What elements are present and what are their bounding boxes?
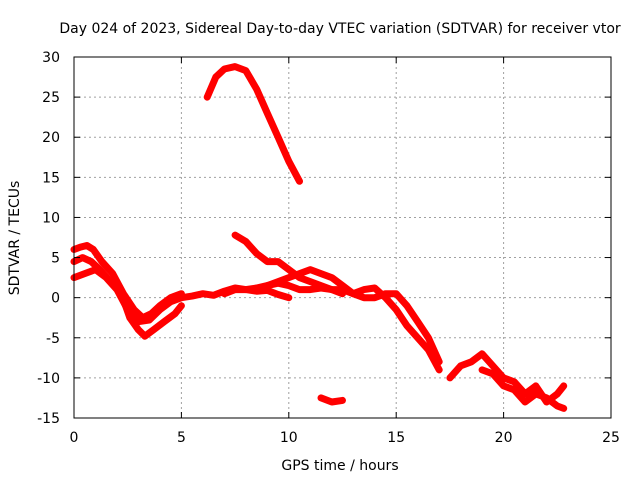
axis-ticks: [73, 56, 612, 419]
series-line-arc-lower-early: [70, 266, 185, 326]
y-axis-title: SDTVAR / TECUs: [7, 181, 23, 296]
x-tick-label: 15: [387, 430, 405, 446]
x-axis-title: GPS time / hours: [281, 458, 398, 474]
y-tick-label: -15: [37, 411, 60, 427]
series-line-arc-mid-b: [220, 279, 443, 374]
x-tick-label: 20: [495, 430, 513, 446]
series-line-arc-isolated: [317, 394, 346, 406]
y-tick-label: 10: [42, 210, 60, 226]
plot-frame: [73, 56, 612, 419]
y-tick-label: 25: [42, 90, 60, 106]
x-tick-labels: 0 5 10 15 20 25: [70, 430, 620, 446]
y-tick-label: 30: [42, 50, 60, 66]
series-line-arc-middle-early: [70, 254, 185, 340]
x-tick-label: 10: [280, 430, 298, 446]
y-tick-label: 15: [42, 170, 60, 186]
series-line-arc-mid-a: [263, 266, 443, 366]
y-tick-label: 0: [51, 291, 60, 307]
x-tick-label: 0: [70, 430, 79, 446]
series-line-arc-late: [478, 366, 568, 412]
y-tick-label: 20: [42, 130, 60, 146]
y-tick-label: -10: [37, 371, 60, 387]
x-tick-label: 5: [177, 430, 186, 446]
x-tick-label: 25: [602, 430, 620, 446]
chart-title: Day 024 of 2023, Sidereal Day-to-day VTE…: [59, 21, 621, 37]
y-tick-label: 5: [51, 251, 60, 267]
y-tick-labels: -15 -10 -5 0 5 10 15 20 25 30: [37, 50, 60, 427]
gridlines: [74, 57, 611, 418]
series-line-arc-high: [203, 63, 303, 185]
data-series: [70, 63, 568, 412]
y-tick-label: -5: [46, 331, 60, 347]
